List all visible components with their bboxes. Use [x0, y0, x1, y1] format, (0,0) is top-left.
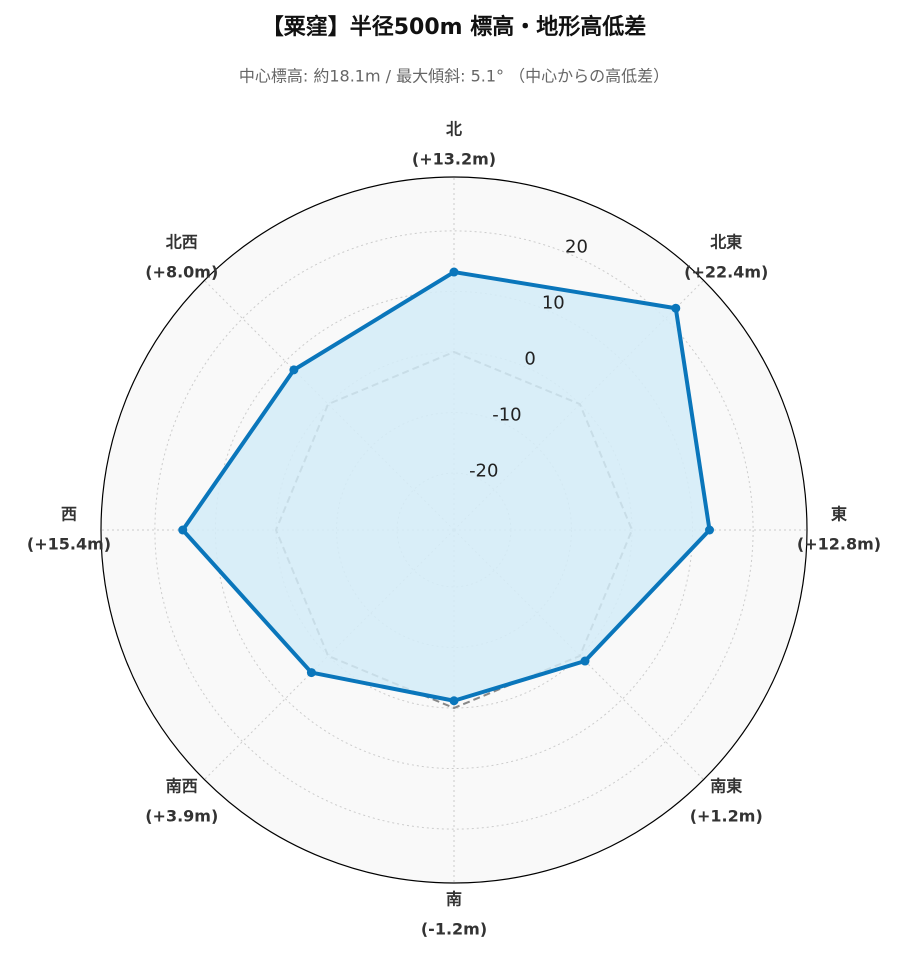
- r-tick-label: 20: [565, 237, 588, 258]
- data-point: [289, 365, 299, 375]
- category-label: 北: [446, 120, 462, 139]
- data-point: [671, 303, 681, 313]
- value-label: (+13.2m): [412, 150, 496, 169]
- outer-ring: [100, 176, 808, 884]
- grid-circle: [154, 230, 754, 830]
- value-label: (+3.9m): [145, 807, 218, 826]
- data-point: [178, 525, 188, 535]
- r-tick-label: -20: [469, 460, 498, 481]
- data-point: [306, 668, 316, 678]
- value-label: (-1.2m): [421, 920, 487, 939]
- value-label: (+8.0m): [145, 262, 218, 281]
- r-tick-label: 0: [524, 349, 535, 370]
- r-tick-label: 10: [542, 293, 565, 314]
- value-label: (+12.8m): [797, 535, 881, 554]
- chart-title: 【粟窪】半径500m 標高・地形高低差: [262, 14, 647, 40]
- value-label: (+1.2m): [690, 807, 763, 826]
- value-label: (+15.4m): [27, 535, 111, 554]
- category-label: 北東: [710, 232, 742, 251]
- data-point: [580, 656, 590, 666]
- category-label: 西: [61, 505, 77, 524]
- chart-subtitle: 中心標高: 約18.1m / 最大傾斜: 5.1° （中心からの高低差）: [239, 67, 669, 86]
- category-label: 南: [446, 890, 462, 909]
- category-label: 南西: [166, 777, 198, 796]
- category-label: 南東: [710, 777, 742, 796]
- value-label: (+22.4m): [684, 262, 768, 281]
- data-point: [449, 267, 459, 277]
- data-point: [705, 525, 715, 535]
- category-label: 北西: [166, 232, 198, 251]
- category-label: 東: [831, 505, 847, 524]
- data-point: [449, 696, 459, 706]
- r-tick-label: -10: [492, 404, 521, 425]
